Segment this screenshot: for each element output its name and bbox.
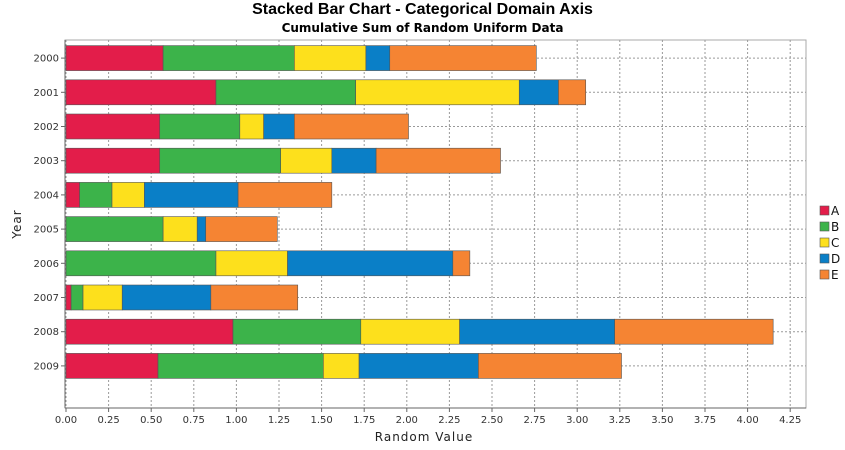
x-tick-label: 3.50: [651, 415, 673, 426]
bar-segment: [65, 79, 217, 106]
bar-segment: [478, 353, 622, 379]
bar-segment: [452, 250, 471, 277]
bar-segment: [157, 353, 324, 379]
x-tick-label: 3.75: [694, 415, 716, 426]
bar-segment: [65, 250, 217, 277]
x-tick-label: 3.00: [566, 415, 588, 426]
chart-subtitle: Cumulative Sum of Random Uniform Data: [281, 21, 564, 35]
bar-segment: [232, 318, 362, 345]
y-tick-label: 2006: [34, 259, 59, 270]
bars-group: [65, 45, 774, 379]
bar-segment: [79, 182, 113, 208]
bar-segment: [263, 113, 295, 140]
bar-segment: [518, 79, 559, 106]
bar-segment: [280, 147, 333, 174]
legend-swatch: [819, 269, 830, 280]
legend-label: B: [831, 220, 839, 234]
x-tick-label: 1.75: [353, 415, 375, 426]
legend-label: A: [831, 204, 840, 218]
x-tick-label: 0.25: [97, 415, 119, 426]
bar-segment: [558, 79, 587, 106]
bar-segment: [365, 45, 391, 71]
bar-segment: [162, 216, 198, 242]
x-tick-label: 2.25: [438, 415, 460, 426]
bar-segment: [239, 113, 264, 140]
bar-segment: [375, 147, 501, 174]
bar-segment: [111, 182, 145, 208]
bar-segment: [196, 216, 207, 242]
x-axis: 0.00 0.25 0.50 0.75 1.00 1.25 1.50 1.75 2.00 2.25…: [55, 407, 806, 426]
y-tick-label: 2000: [34, 54, 59, 65]
x-tick-label: 4.25: [779, 415, 801, 426]
bar-segment: [70, 284, 84, 311]
bar-segment: [614, 318, 774, 345]
legend-label: D: [831, 252, 840, 266]
bar-segment: [121, 284, 212, 311]
legend-swatch: [819, 205, 830, 216]
y-tick-label: 2003: [34, 156, 59, 167]
bar-segment: [323, 353, 360, 379]
x-tick-label: 2.50: [481, 415, 503, 426]
bar-segment: [294, 45, 367, 71]
x-tick-label: 2.00: [396, 415, 418, 426]
bar-segment: [215, 79, 356, 106]
legend-swatch: [819, 221, 830, 232]
bar-segment: [210, 284, 299, 311]
y-axis: 2000 2001 2002 2003 2004 2005 2006 2007 2008 2009: [34, 40, 66, 408]
y-tick-label: 2002: [34, 122, 59, 133]
bar-segment: [237, 182, 333, 208]
x-tick-label: 1.25: [268, 415, 290, 426]
x-tick-label: 2.75: [523, 415, 545, 426]
x-tick-label: 0.00: [55, 415, 77, 426]
bar-segment: [287, 250, 454, 277]
x-axis-label: Random Value: [375, 430, 473, 444]
bar-segment: [331, 147, 377, 174]
bar-segment: [65, 353, 159, 379]
bar-segment: [360, 318, 460, 345]
x-tick-label: 0.50: [140, 415, 162, 426]
legend-label: E: [831, 268, 839, 282]
y-tick-label: 2008: [34, 327, 59, 338]
bar-segment: [65, 284, 72, 311]
x-tick-label: 3.25: [609, 415, 631, 426]
legend-swatch: [819, 237, 830, 248]
y-tick-label: 2007: [34, 293, 59, 304]
bar-segment: [65, 45, 164, 71]
bar-segment: [205, 216, 278, 242]
bar-segment: [459, 318, 615, 345]
bar-segment: [159, 147, 282, 174]
bar-segment: [82, 284, 123, 311]
bar-segment: [355, 79, 520, 106]
y-tick-label: 2009: [34, 361, 59, 372]
y-tick-label: 2004: [34, 190, 59, 201]
bar-segment: [294, 113, 409, 140]
x-tick-label: 1.00: [225, 415, 247, 426]
bar-segment: [144, 182, 239, 208]
y-tick-label: 2001: [34, 88, 59, 99]
bar-segment: [159, 113, 241, 140]
y-tick-label: 2005: [34, 225, 59, 236]
bar-segment: [358, 353, 479, 379]
bar-segment: [65, 147, 161, 174]
legend-swatch: [819, 253, 830, 264]
y-axis-label: Year: [10, 209, 24, 239]
bar-segment: [215, 250, 288, 277]
bar-segment: [65, 182, 80, 208]
legend-label: C: [831, 236, 839, 250]
chart-title: Stacked Bar Chart - Categorical Domain A…: [252, 1, 593, 18]
bar-segment: [389, 45, 537, 71]
bar-segment: [65, 216, 164, 242]
x-tick-label: 4.00: [736, 415, 758, 426]
bar-segment: [65, 113, 161, 140]
x-tick-label: 0.75: [183, 415, 205, 426]
x-tick-label: 1.50: [310, 415, 332, 426]
bar-segment: [65, 318, 234, 345]
bar-segment: [162, 45, 295, 71]
